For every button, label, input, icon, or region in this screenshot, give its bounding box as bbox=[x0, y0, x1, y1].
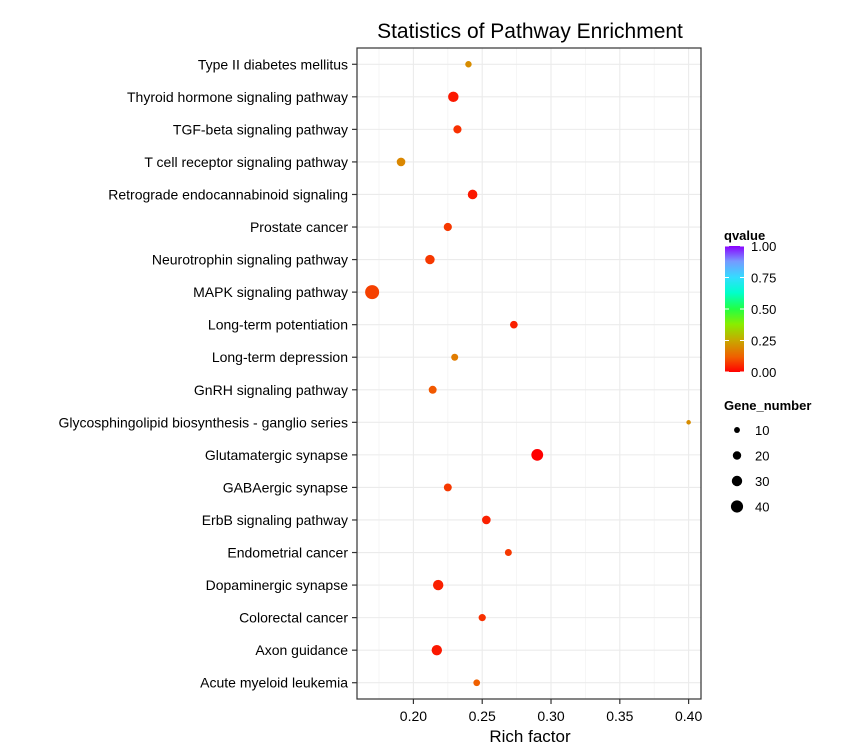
data-point bbox=[443, 483, 452, 492]
data-point bbox=[482, 515, 491, 525]
size-key bbox=[732, 451, 742, 460]
colorbar-tick-label: 0.50 bbox=[751, 302, 776, 317]
size-key-label: 20 bbox=[755, 449, 769, 464]
y-tick-label: Glutamatergic synapse bbox=[205, 447, 348, 463]
y-tick-label: ErbB signaling pathway bbox=[202, 512, 348, 528]
y-tick-label: T cell receptor signaling pathway bbox=[144, 154, 348, 170]
plot-border bbox=[356, 47, 702, 700]
gene-number-legend: Gene_number 10 20 30 40 bbox=[724, 398, 811, 515]
colorbar-tick-label: 0.25 bbox=[751, 334, 776, 349]
colorbar-tick-label: 1.00 bbox=[751, 239, 776, 254]
data-point bbox=[686, 420, 691, 425]
data-point bbox=[467, 189, 478, 200]
x-axis-label: Rich factor bbox=[489, 727, 571, 746]
data-point bbox=[448, 91, 459, 103]
y-tick-label: Acute myeloid leukemia bbox=[200, 675, 348, 691]
data-point bbox=[531, 448, 544, 461]
y-tick-label: MAPK signaling pathway bbox=[193, 284, 348, 300]
chart-title: Statistics of Pathway Enrichment bbox=[377, 20, 683, 43]
y-tick-label: Dopaminergic synapse bbox=[206, 577, 349, 593]
qvalue-legend-title: qvalue bbox=[724, 228, 765, 243]
y-tick-label: Neurotrophin signaling pathway bbox=[152, 252, 348, 268]
colorbar-tick-label: 0.75 bbox=[751, 271, 776, 286]
qvalue-colorbar bbox=[725, 246, 744, 372]
colorbar-tick-label: 0.00 bbox=[751, 365, 776, 380]
size-key-label: 10 bbox=[755, 423, 769, 438]
size-key-label: 40 bbox=[755, 500, 769, 515]
data-points bbox=[365, 61, 691, 687]
y-tick-label: Glycosphingolipid biosynthesis - ganglio… bbox=[59, 414, 349, 430]
y-tick-label: Prostate cancer bbox=[250, 219, 348, 235]
y-tick-label: Thyroid hormone signaling pathway bbox=[127, 89, 348, 105]
data-point bbox=[453, 125, 462, 134]
data-point bbox=[473, 679, 481, 687]
data-point bbox=[425, 254, 435, 265]
size-key bbox=[731, 475, 743, 487]
x-tick-label: 0.35 bbox=[606, 708, 633, 724]
gene-number-legend-title: Gene_number bbox=[724, 398, 811, 413]
y-axis: Type II diabetes mellitus Thyroid hormone… bbox=[59, 56, 357, 691]
data-point bbox=[451, 353, 459, 361]
grid-lines bbox=[357, 48, 701, 699]
data-point bbox=[443, 222, 452, 232]
plot-panel bbox=[356, 47, 702, 700]
size-key-label: 30 bbox=[755, 474, 769, 489]
x-tick-label: 0.40 bbox=[675, 708, 702, 724]
y-tick-label: Long-term potentiation bbox=[208, 317, 348, 333]
data-point bbox=[432, 579, 444, 591]
size-key bbox=[730, 500, 744, 513]
data-point bbox=[428, 385, 437, 394]
data-point bbox=[504, 549, 512, 557]
x-tick-label: 0.20 bbox=[400, 708, 427, 724]
qvalue-legend: qvalue 1.00 0.75 0.50 0.25 0.00 bbox=[724, 228, 776, 380]
data-point bbox=[431, 644, 443, 656]
x-axis: 0.20 0.25 0.30 0.35 0.40 bbox=[400, 699, 702, 724]
size-key bbox=[734, 427, 740, 433]
data-point bbox=[365, 285, 380, 300]
data-point bbox=[478, 614, 486, 622]
x-tick-label: 0.30 bbox=[537, 708, 564, 724]
x-tick-label: 0.25 bbox=[469, 708, 496, 724]
y-tick-label: Axon guidance bbox=[255, 642, 348, 658]
y-tick-label: Endometrial cancer bbox=[227, 545, 348, 561]
y-tick-label: TGF-beta signaling pathway bbox=[173, 121, 348, 137]
plot-background bbox=[357, 48, 701, 699]
y-tick-label: GABAergic synapse bbox=[223, 479, 348, 495]
y-tick-label: GnRH signaling pathway bbox=[194, 382, 348, 398]
y-tick-label: Long-term depression bbox=[212, 349, 348, 365]
data-point bbox=[465, 61, 472, 68]
y-tick-label: Type II diabetes mellitus bbox=[198, 56, 348, 72]
data-point bbox=[510, 320, 518, 329]
y-tick-label: Retrograde endocannabinoid signaling bbox=[108, 186, 348, 202]
y-tick-label: Colorectal cancer bbox=[239, 610, 348, 626]
data-point bbox=[396, 157, 406, 167]
